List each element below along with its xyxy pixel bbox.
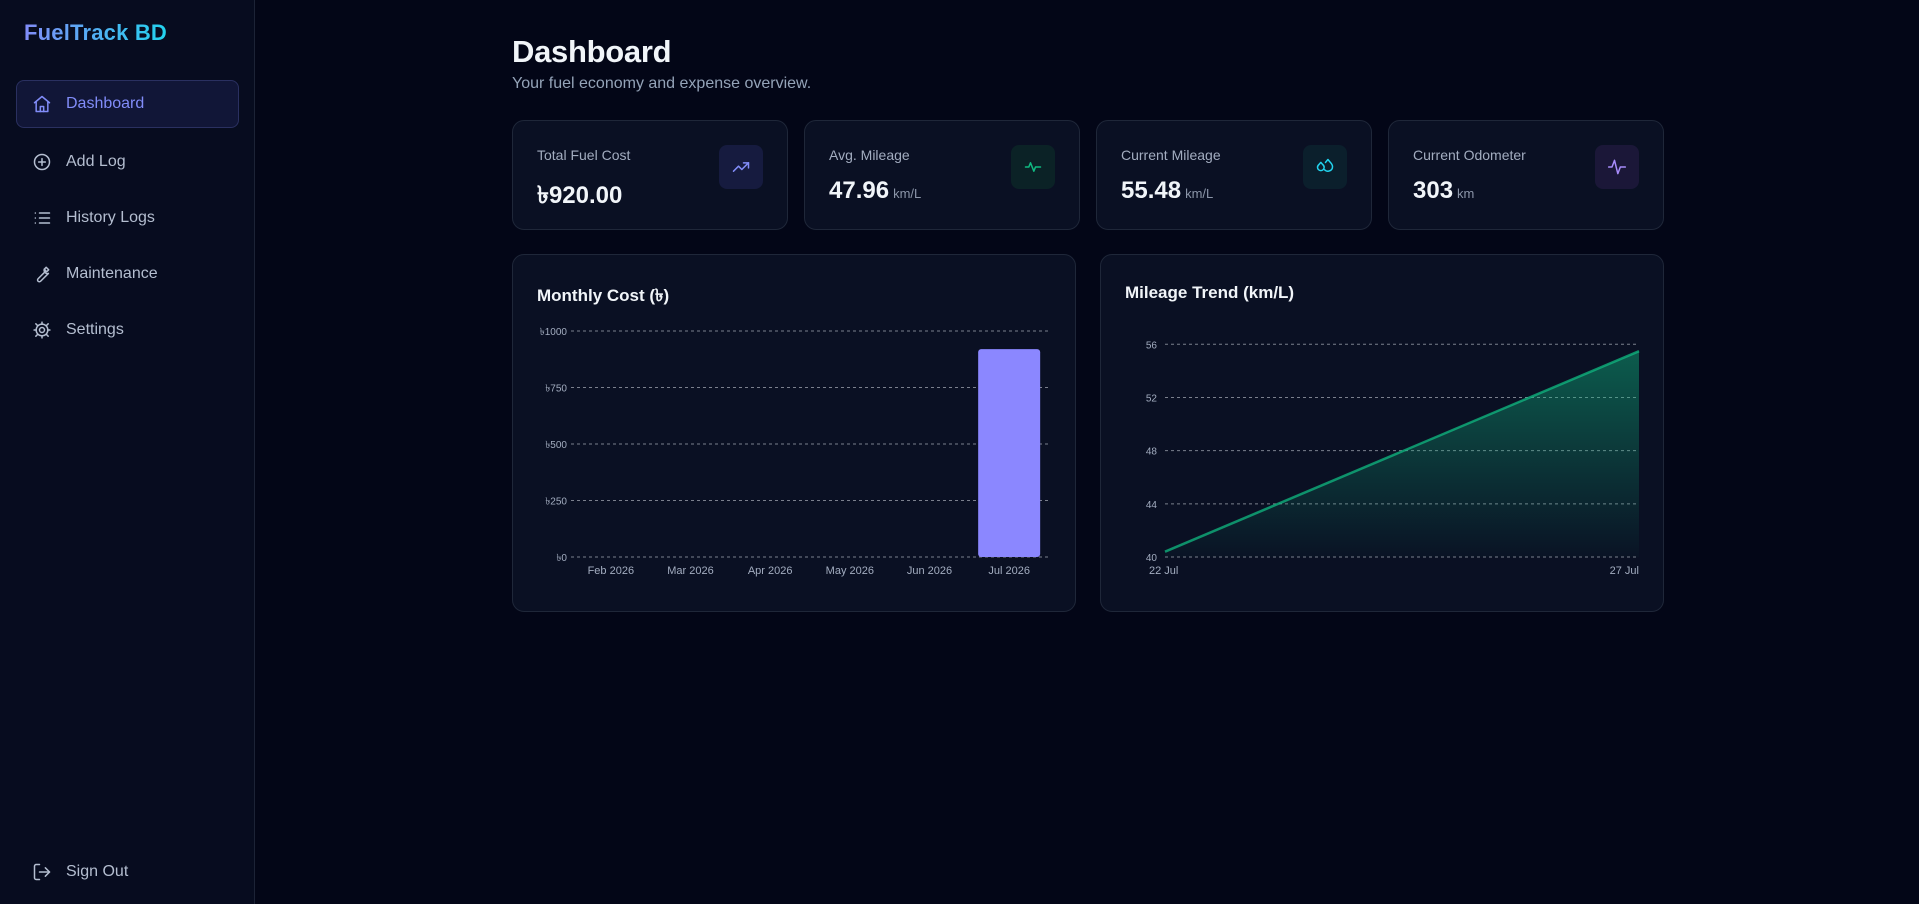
sidebar-item-maintenance[interactable]: Maintenance — [16, 250, 239, 298]
page-title: Dashboard — [512, 34, 672, 69]
series-line[interactable] — [1164, 350, 1640, 553]
mileage-trend-chart: 40 44 48 52 56 22 Jul 27 Jul — [1146, 340, 1640, 577]
stat-card-avg-mileage: Avg. Mileage 47.96 km/L — [804, 120, 1080, 230]
stat-unit: km/L — [1185, 186, 1214, 201]
stat-card-total-fuel-cost: Total Fuel Cost ৳920.00 — [512, 120, 788, 230]
list-icon — [32, 208, 52, 228]
y-tick-label: ৳1000 — [540, 327, 568, 338]
stat-label: Total Fuel Cost — [537, 147, 631, 163]
logout-icon — [32, 862, 52, 882]
monthly-cost-chart-card: Monthly Cost (৳) ৳0 ৳250 ৳500 ৳750 ৳1000 Feb … — [512, 254, 1076, 612]
stat-label: Current Mileage — [1121, 147, 1221, 163]
y-tick-label: 44 — [1146, 500, 1158, 511]
sidebar-item-label: Dashboard — [66, 95, 145, 112]
stat-value: 47.96 km/L — [829, 177, 922, 204]
page-subtitle: Your fuel economy and expense overview. — [512, 75, 812, 92]
y-tick-label: ৳750 — [545, 384, 567, 395]
x-tick-label: May 2026 — [826, 565, 874, 577]
sidebar-item-label: History Logs — [66, 209, 155, 226]
x-tick-label: 27 Jul — [1610, 565, 1639, 577]
y-tick-label: ৳500 — [545, 440, 567, 451]
x-tick-label: Apr 2026 — [748, 565, 793, 577]
stat-value: 55.48 km/L — [1121, 177, 1214, 204]
x-tick-label: Feb 2026 — [588, 565, 634, 577]
gear-icon — [32, 320, 52, 340]
y-tick-label: ৳250 — [545, 497, 567, 508]
stat-label: Current Odometer — [1413, 147, 1526, 163]
pulse-icon — [1595, 145, 1639, 189]
y-tick-label: 48 — [1146, 447, 1158, 458]
chart-title: Monthly Cost (৳) — [537, 286, 670, 305]
home-icon — [32, 94, 52, 114]
sidebar-item-label: Maintenance — [66, 265, 158, 282]
sidebar-item-settings[interactable]: Settings — [16, 306, 239, 354]
sidebar-item-add-log[interactable]: Add Log — [16, 138, 239, 186]
x-tick-label: Mar 2026 — [667, 565, 713, 577]
x-tick-label: Jul 2026 — [988, 565, 1030, 577]
stat-unit: km/L — [893, 186, 922, 201]
stat-card-current-odometer: Current Odometer 303 km — [1388, 120, 1664, 230]
monthly-cost-chart: ৳0 ৳250 ৳500 ৳750 ৳1000 Feb 2026 Mar 2026 Apr 2… — [540, 327, 1049, 577]
x-tick-label: 22 Jul — [1149, 565, 1178, 577]
sidebar-item-label: Add Log — [66, 153, 126, 170]
stat-value: 303 km — [1413, 177, 1475, 204]
sidebar-item-dashboard[interactable]: Dashboard — [16, 80, 239, 128]
y-tick-label: 40 — [1146, 553, 1158, 564]
wrench-icon — [32, 264, 52, 284]
stat-unit: km — [1457, 186, 1475, 201]
stat-label: Avg. Mileage — [829, 147, 910, 163]
chart-title: Mileage Trend (km/L) — [1125, 283, 1295, 302]
mileage-trend-chart-card: Mileage Trend (km/L) 40 44 48 52 56 22 Jul 27 … — [1100, 254, 1664, 612]
trending-up-icon — [719, 145, 763, 189]
stat-card-current-mileage: Current Mileage 55.48 km/L — [1096, 120, 1372, 230]
plus-circle-icon — [32, 152, 52, 172]
activity-icon — [1011, 145, 1055, 189]
sign-out-label: Sign Out — [66, 863, 129, 880]
bar[interactable] — [978, 349, 1041, 557]
droplets-icon — [1303, 145, 1347, 189]
sidebar-item-label: Settings — [66, 321, 124, 338]
stat-value: ৳920.00 — [537, 182, 623, 209]
y-tick-label: 52 — [1146, 393, 1158, 404]
x-tick-label: Jun 2026 — [907, 565, 952, 577]
y-tick-label: 56 — [1146, 340, 1158, 351]
brand-logo[interactable]: FuelTrack BD — [24, 20, 168, 45]
y-tick-label: ৳0 — [556, 553, 567, 564]
sidebar: FuelTrack BD Dashboard Add Log History L… — [0, 0, 255, 904]
sidebar-item-history-logs[interactable]: History Logs — [16, 194, 239, 242]
sign-out-button[interactable]: Sign Out — [16, 848, 239, 896]
